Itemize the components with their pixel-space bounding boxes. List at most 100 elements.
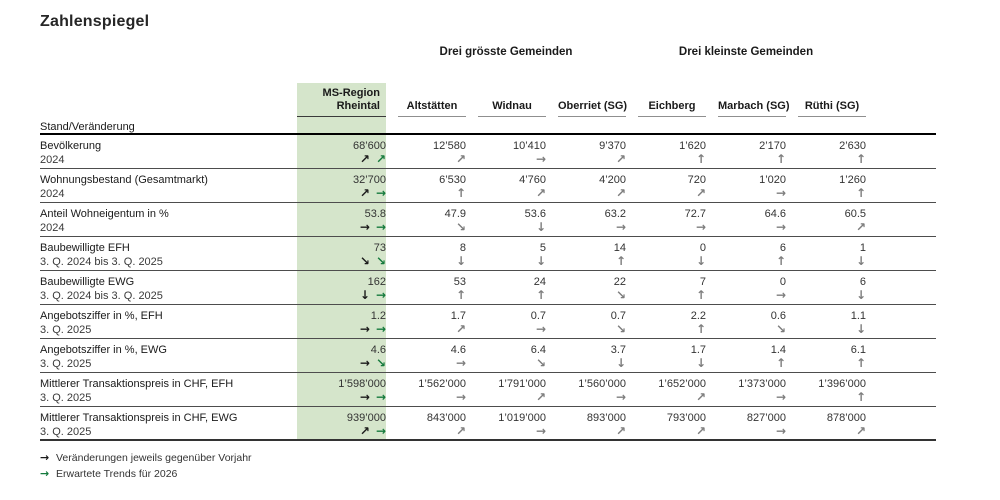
municipality-arrow-cell: ↘ — [546, 322, 626, 339]
municipality-value-cell: 1 — [859, 242, 867, 254]
change-arrow-icon: → — [535, 424, 546, 438]
municipality-value-cell: 2.2 — [690, 310, 706, 322]
change-arrow-icon: ↑ — [775, 152, 786, 167]
table-row-values: Wohnungsbestand (Gesamtmarkt) 32’700 6’530… — [40, 168, 936, 186]
municipality-value-cell: 843’000 — [426, 412, 466, 424]
legend-change-label: Veränderungen jeweils gegenüber Vorjahr — [56, 452, 252, 464]
municipality-value-cell: 63.2 — [604, 208, 626, 220]
municipality-value-cell: 1’020 — [759, 174, 786, 186]
change-arrow-icon: ↘ — [535, 356, 546, 371]
municipality-arrow-cell: → — [546, 390, 626, 407]
municipality-value-cell: 64.6 — [764, 208, 786, 220]
municipality-value-cell: 1’652’000 — [658, 378, 706, 390]
municipality-value-cell: 53.6 — [524, 208, 546, 220]
municipality-arrow-cell: ↘ — [386, 220, 466, 237]
trend-arrow-icon: → — [375, 390, 386, 405]
right-spacer — [866, 236, 936, 254]
trend-arrow-icon: ↗ — [375, 152, 386, 167]
right-spacer — [866, 39, 936, 65]
change-arrow-icon: → — [775, 186, 786, 201]
municipality-value-cell: 2’170 — [759, 140, 786, 152]
row-label: Baubewilligte EWG — [40, 276, 135, 288]
municipality-arrow-cell: ↓ — [466, 220, 546, 237]
change-arrow-icon: ↗ — [535, 390, 546, 405]
municipality-value-cell: 2’630 — [839, 140, 867, 152]
change-arrow-icon: ↑ — [855, 356, 867, 371]
group-header-row: Drei grösste Gemeinden Drei kleinste Gem… — [40, 39, 936, 65]
municipality-arrow-cell: ↗ — [466, 186, 546, 203]
table-row-arrows: 3. Q. 2024 bis 3. Q. 2025 ↘ ↘ ↓ ↓ ↑ ↓ ↑ ↓ — [40, 254, 937, 271]
change-arrow-icon: ↑ — [455, 186, 466, 201]
municipality-value-cell: 24 — [533, 276, 546, 288]
municipality-arrow-cell: ↗ — [466, 390, 546, 407]
table-row-values: Baubewilligte EWG 162 53 24 22 7 0 6 — [40, 270, 936, 288]
change-arrow-icon: → — [615, 220, 626, 235]
municipality-value-cell: 1’620 — [679, 140, 706, 152]
change-arrow-icon: ↑ — [695, 288, 706, 303]
municipality-arrow-cell: ↑ — [386, 288, 466, 305]
right-spacer — [866, 65, 936, 117]
municipality-arrow-cell: ↗ — [546, 424, 626, 441]
right-spacer — [866, 152, 937, 169]
change-arrow-icon: ↗ — [455, 322, 466, 337]
stand-veraenderung-label: Stand/Veränderung — [40, 117, 297, 135]
column-header-ruethi: Rüthi (SG) — [786, 65, 867, 117]
ms-region-line1: MS-Region — [322, 87, 380, 99]
change-arrow-icon: ↗ — [455, 152, 466, 167]
legend-item-trend: → Erwartete Trends für 2026 — [40, 466, 1000, 482]
change-arrow-icon: ↗ — [615, 424, 626, 438]
change-arrow-icon: ↑ — [855, 152, 867, 167]
ms-region-value-cell: 1’598’000 — [297, 372, 386, 390]
municipality-value-cell: 1.7 — [690, 344, 706, 356]
group-header-smallest: Drei kleinste Gemeinden — [678, 46, 814, 58]
municipality-value-cell: 1.4 — [770, 344, 786, 356]
change-arrow-icon: ↓ — [695, 254, 706, 269]
municipality-value-cell: 1.1 — [850, 310, 867, 322]
municipality-arrow-cell: ↑ — [626, 152, 706, 169]
ms-region-line2: Rheintal — [336, 100, 380, 112]
municipality-value-cell: 6.1 — [850, 344, 867, 356]
ms-region-arrows-cell: ↗ ↗ — [297, 152, 386, 169]
municipality-arrow-cell: ↗ — [386, 152, 466, 169]
municipality-value-cell: 8 — [459, 242, 466, 254]
change-arrow-icon: ↑ — [775, 254, 786, 269]
municipality-arrow-cell: ↑ — [786, 356, 867, 373]
municipality-arrow-cell: ↓ — [786, 254, 867, 271]
municipality-arrow-cell: ↗ — [626, 390, 706, 407]
ms-region-arrows-cell: → → — [297, 220, 386, 237]
right-spacer — [866, 304, 936, 322]
row-label: Bevölkerung — [40, 140, 102, 152]
change-arrow-icon: → — [775, 390, 786, 405]
municipality-value-cell: 720 — [687, 174, 706, 186]
group-header-largest: Drei grösste Gemeinden — [439, 46, 573, 58]
municipality-value-cell: 22 — [613, 276, 626, 288]
municipality-arrow-cell: ↑ — [626, 322, 706, 339]
ms-region-value-cell: 162 — [297, 270, 386, 288]
municipality-value-cell: 1’560’000 — [578, 378, 626, 390]
ms-group-spacer — [297, 39, 386, 65]
row-label: Anteil Wohneigentum in % — [40, 208, 169, 220]
right-spacer — [866, 186, 937, 203]
change-arrow-icon: ↗ — [359, 152, 370, 167]
change-arrow-icon: → — [775, 220, 786, 235]
municipality-value-cell: 893’000 — [586, 412, 626, 424]
municipality-arrow-cell: ↑ — [386, 186, 466, 203]
municipality-value-cell: 12’580 — [432, 140, 466, 152]
municipality-arrow-cell: ↗ — [626, 186, 706, 203]
municipality-arrow-cell: → — [466, 322, 546, 339]
change-arrow-icon: ↗ — [615, 186, 626, 201]
right-spacer — [866, 168, 936, 186]
municipality-arrow-cell: → — [706, 424, 786, 441]
change-arrow-icon: → — [359, 390, 370, 405]
column-header-marbach: Marbach (SG) — [706, 65, 790, 117]
ms-region-value-cell: 32’700 — [297, 168, 386, 186]
municipality-arrow-cell: ↑ — [626, 288, 706, 305]
municipality-value-cell: 0 — [699, 242, 706, 254]
ms-region-value-cell: 939’000 — [297, 406, 386, 424]
municipality-arrow-cell: ↑ — [706, 152, 786, 169]
municipality-value-cell: 827’000 — [746, 412, 786, 424]
change-arrow-icon: ↑ — [535, 288, 546, 303]
row-period-label: 3. Q. 2025 — [40, 356, 297, 373]
municipality-value-cell: 53 — [453, 276, 466, 288]
change-arrow-icon: → — [535, 152, 546, 167]
